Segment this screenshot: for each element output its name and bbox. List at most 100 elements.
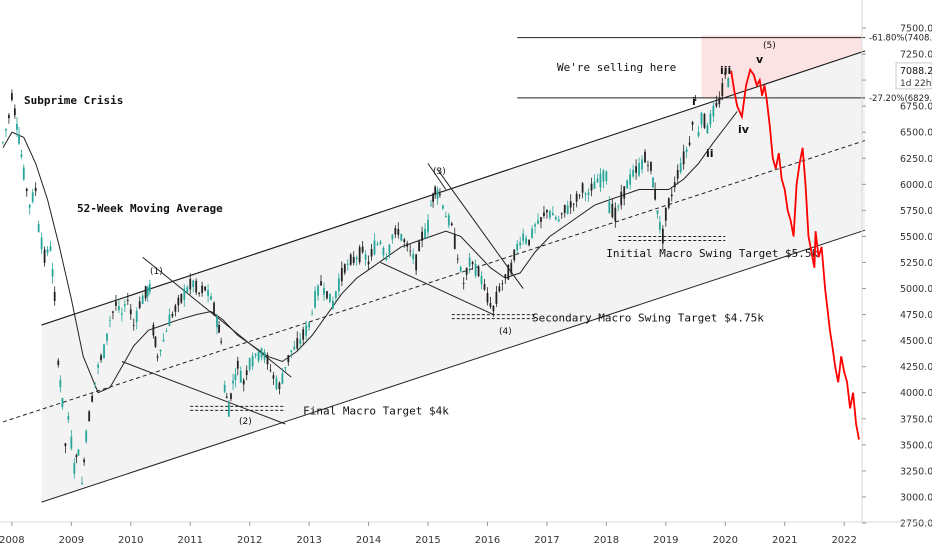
- ma-label: 52-Week Moving Average: [77, 202, 223, 215]
- price-candle: [201, 285, 204, 293]
- price-candle: [507, 264, 510, 280]
- price-candle: [278, 382, 281, 390]
- fib-label: -61.80%(7408.0): [869, 34, 932, 44]
- price-candle: [220, 341, 223, 343]
- price-candle: [148, 284, 151, 292]
- price-candle: [296, 338, 299, 349]
- wave-label: iii: [720, 64, 731, 77]
- support-label: Secondary Macro Swing Target $4.75k: [532, 312, 764, 325]
- price-candle: [329, 293, 331, 303]
- price-candle: [462, 283, 465, 284]
- price-tick-label: 3250.0: [900, 466, 932, 477]
- price-candle: [28, 204, 31, 208]
- price-candle: [430, 204, 432, 206]
- price-candle: [43, 249, 46, 263]
- support-label: Initial Macro Swing Target $5.5k: [606, 247, 818, 260]
- price-candle: [234, 374, 237, 381]
- price-candle: [180, 293, 183, 303]
- price-candle: [20, 154, 23, 158]
- wave-label: ii: [706, 147, 714, 160]
- price-tick-label: 6750.0: [900, 102, 932, 113]
- time-tick-label: 2009: [59, 535, 84, 546]
- price-candle: [117, 306, 120, 311]
- wave-label: i: [692, 95, 696, 108]
- price-candle: [162, 339, 165, 342]
- price-candle: [263, 352, 266, 360]
- price-candle: [418, 241, 421, 252]
- price-candle: [141, 295, 144, 304]
- price-tick-label: 6250.0: [900, 154, 932, 165]
- time-tick-label: 2008: [0, 535, 25, 546]
- price-candle: [25, 188, 28, 192]
- price-candle: [709, 113, 712, 125]
- price-candle: [498, 286, 501, 292]
- price-candle: [712, 105, 715, 117]
- price-candle: [596, 178, 599, 183]
- price-candle: [676, 170, 679, 179]
- price-tag-countdown: 1d 22h: [900, 79, 931, 89]
- price-candle: [540, 217, 542, 222]
- price-candle: [260, 348, 263, 358]
- price-candle: [477, 266, 480, 277]
- price-candle: [40, 237, 43, 250]
- price-candle: [572, 203, 575, 205]
- price-candle: [635, 166, 637, 173]
- price-candle: [242, 380, 245, 385]
- price-candle: [602, 170, 605, 182]
- price-candle: [146, 286, 149, 297]
- price-channel: [2, 50, 866, 503]
- price-candle: [70, 436, 73, 449]
- time-axis: 2008 2009 2010 2011 2012 2013 2014 2015 2016 2017…: [0, 521, 932, 546]
- price-candle: [64, 443, 67, 447]
- price-candle: [531, 228, 533, 238]
- support-levels: Initial Macro Swing Target $5.5k Secondar…: [190, 236, 819, 417]
- price-candle: [266, 354, 269, 365]
- price-candle: [626, 180, 629, 189]
- time-tick-label: 2021: [772, 535, 797, 546]
- price-candle: [647, 164, 649, 166]
- price-candle: [2, 142, 4, 143]
- price-candle: [120, 313, 123, 315]
- price-candle: [91, 395, 94, 402]
- time-tick-label: 2014: [356, 535, 381, 546]
- price-tick-label: 2750.0: [900, 519, 932, 530]
- channel-fill: [41, 50, 865, 503]
- price-candle: [83, 459, 86, 463]
- price-candle: [100, 355, 102, 361]
- price-candle: [623, 186, 626, 199]
- subprime-label: Subprime Crisis: [24, 94, 123, 107]
- wave-label: iv: [738, 123, 750, 136]
- price-candle: [174, 305, 177, 312]
- price-candle: [563, 204, 566, 214]
- price-candle: [364, 254, 367, 260]
- price-candle: [412, 253, 415, 259]
- price-candle: [49, 246, 52, 251]
- price-candle: [183, 288, 186, 300]
- price-candle: [654, 189, 657, 200]
- price-candle: [697, 131, 700, 137]
- price-candle: [641, 159, 643, 170]
- price-candle: [546, 210, 548, 213]
- time-tick-label: 2022: [831, 535, 856, 546]
- price-candle: [554, 217, 557, 220]
- price-candle: [406, 243, 409, 247]
- price-tick-label: 6000.0: [900, 180, 932, 191]
- price-candle: [480, 275, 483, 285]
- price-candle: [177, 297, 180, 306]
- price-candle: [510, 262, 513, 274]
- moving-average-line: [2, 111, 738, 394]
- price-candle: [424, 228, 426, 238]
- price-candle: [18, 133, 20, 144]
- price-candle: [311, 313, 314, 315]
- wave-label: (2): [239, 417, 252, 427]
- fibonacci-levels: -61.80%(7408.0) -27.20%(6829.0): [517, 34, 932, 104]
- price-candle: [459, 266, 462, 272]
- price-candle: [370, 249, 373, 257]
- time-tick-label: 2011: [178, 535, 203, 546]
- price-candle: [248, 358, 251, 370]
- price-candle: [189, 278, 192, 290]
- price-candle: [195, 280, 198, 293]
- price-candle: [37, 224, 40, 233]
- price-candle: [210, 296, 212, 300]
- trend-line: [41, 50, 866, 326]
